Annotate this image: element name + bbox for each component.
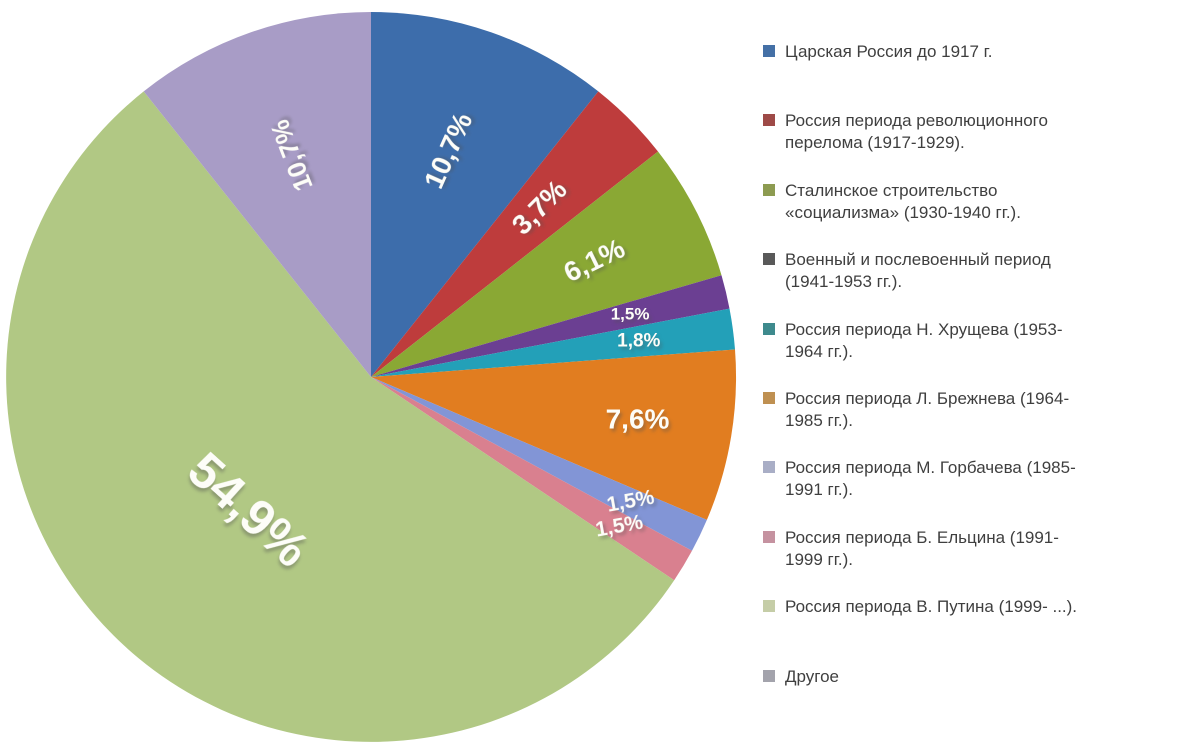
pie-slice <box>371 151 722 377</box>
legend-item: Сталинское строительство «социализма» (1… <box>763 180 1178 249</box>
legend-swatch-icon <box>763 391 775 404</box>
slice-percent-label: 7,6% <box>606 403 670 434</box>
pie-slice <box>6 91 675 742</box>
pie-slice <box>371 308 735 377</box>
pie-slice <box>143 12 371 377</box>
legend-swatch-icon <box>763 114 775 127</box>
legend-item: Россия периода Л. Брежнева (1964- 1985 г… <box>763 388 1178 457</box>
legend-item: Россия периода Б. Ельцина (1991- 1999 гг… <box>763 527 1178 596</box>
legend-label: Россия периода революционного перелома (… <box>785 111 1048 153</box>
legend-item: Россия периода революционного перелома (… <box>763 110 1178 179</box>
pie-slice <box>371 275 730 377</box>
slice-percent-label: 1,8% <box>617 331 660 352</box>
legend-item: Россия периода Н. Хрущева (1953- 1964 гг… <box>763 319 1178 388</box>
legend-label: Россия периода Н. Хрущева (1953- 1964 гг… <box>785 319 1063 361</box>
pie-slice <box>371 377 692 581</box>
legend-label: Военный и послевоенный период (1941-1953… <box>785 250 1051 292</box>
legend-swatch-icon <box>763 461 775 474</box>
legend-label: Россия периода М. Горбачева (1985- 1991 … <box>785 458 1076 500</box>
legend-item: Царская Россия до 1917 г. <box>763 41 1178 110</box>
pie-chart: 10,7%3,7%6,1%1,5%1,8%7,6%1,5%1,5%54,9%10… <box>6 11 737 742</box>
pie-slice <box>371 91 658 378</box>
legend-swatch-icon <box>763 669 775 682</box>
legend-label: Россия периода В. Путина (1999- ...). <box>785 597 1078 617</box>
legend-swatch-icon <box>763 530 775 543</box>
legend-label: Другое <box>785 666 840 686</box>
pie-slice <box>371 349 737 520</box>
slice-percent-label: 1,5% <box>611 304 650 323</box>
pie-slice <box>371 11 599 377</box>
legend: Царская Россия до 1917 г. Россия периода … <box>763 41 1178 735</box>
legend-item: Россия периода М. Горбачева (1985- 1991 … <box>763 457 1178 526</box>
legend-swatch-icon <box>763 45 775 57</box>
legend-item: Военный и послевоенный период (1941-1953… <box>763 249 1178 318</box>
legend-item: Другое <box>763 666 1178 735</box>
legend-swatch-icon <box>763 322 775 335</box>
pie-slice <box>371 377 707 551</box>
legend-swatch-icon <box>763 253 775 266</box>
legend-label: Россия периода Б. Ельцина (1991- 1999 гг… <box>785 527 1059 569</box>
legend-swatch-icon <box>763 183 775 196</box>
legend-item: Россия периода В. Путина (1999- ...). <box>763 596 1178 665</box>
legend-label: Сталинское строительство «социализма» (1… <box>785 180 1021 222</box>
legend-label: Царская Россия до 1917 г. <box>785 42 993 61</box>
legend-swatch-icon <box>763 600 775 613</box>
legend-label: Россия периода Л. Брежнева (1964- 1985 г… <box>785 388 1070 430</box>
